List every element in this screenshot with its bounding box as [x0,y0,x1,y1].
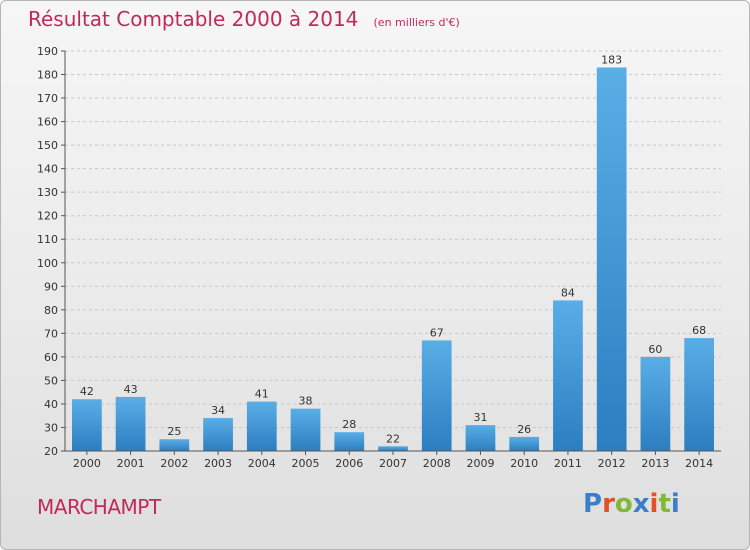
y-tick-label: 180 [37,69,58,82]
bar [421,340,452,451]
data-label: 26 [517,423,531,436]
logo-letter: x [632,489,650,519]
data-label: 60 [648,343,662,356]
data-label: 84 [561,286,575,299]
y-tick-label: 100 [37,257,58,270]
y-tick-label: 20 [44,445,58,458]
data-label: 68 [692,324,706,337]
chart-title: Résultat Comptable 2000 à 2014 [28,7,359,31]
y-tick-label: 60 [44,351,58,364]
x-tick-label: 2008 [423,457,451,470]
y-tick-label: 80 [44,304,58,317]
x-tick-label: 2001 [117,457,145,470]
bar [509,436,540,451]
data-label: 25 [167,425,181,438]
logo-letter: P [583,489,603,519]
chart-subtitle: (en milliers d'€) [373,16,460,29]
y-tick-label: 90 [44,280,58,293]
x-tick-label: 2002 [160,457,188,470]
data-label: 42 [80,385,94,398]
logo-letter: i [649,489,659,519]
y-tick-label: 140 [37,163,58,176]
bar [115,396,146,451]
data-label: 67 [430,326,444,339]
bar [640,356,671,451]
x-tick-label: 2003 [204,457,232,470]
x-tick-label: 2014 [685,457,713,470]
y-tick-label: 30 [44,421,58,434]
data-label: 43 [124,383,138,396]
y-tick-label: 170 [37,92,58,105]
x-tick-label: 2000 [73,457,101,470]
y-tick-label: 150 [37,139,58,152]
data-label: 22 [386,432,400,445]
logo-letter: r [602,489,615,519]
x-tick-label: 2004 [248,457,276,470]
data-label: 41 [255,388,269,401]
x-tick-label: 2010 [510,457,538,470]
bar [553,300,583,451]
bar [684,338,715,451]
bar [596,67,627,452]
bars-layer: 42 43 25 34 41 38 28 22 67 31 26 84 183 60 68 [71,53,715,452]
bar [203,418,233,451]
x-tick-label: 2007 [379,457,407,470]
y-tick-label: 110 [37,233,58,246]
bar [71,399,102,451]
x-tick-label: 2005 [292,457,320,470]
bar [378,446,408,451]
data-label: 28 [342,418,356,431]
y-tick-label: 50 [44,374,58,387]
bar [159,439,190,451]
bar [290,408,321,451]
y-tick-label: 190 [37,45,58,58]
x-tick-label: 2009 [466,457,494,470]
x-tick-label: 2006 [335,457,363,470]
data-label: 183 [601,53,622,66]
commune-name: MARCHAMPT [37,495,161,519]
y-tick-label: 130 [37,186,58,199]
bar [334,432,365,451]
y-tick-label: 120 [37,210,58,223]
data-label: 38 [299,395,313,408]
y-tick-label: 160 [37,116,58,129]
bar [246,401,277,451]
x-tick-label: 2012 [598,457,626,470]
logo-letter: t [658,489,671,519]
logo-letter: i [670,489,680,519]
y-tick-label: 70 [44,327,58,340]
axis-layer: 20 30 40 50 60 70 80 90 100 110 120 130 140 150 160 170… [37,45,721,470]
proxiti-logo[interactable]: Proxiti [583,489,680,519]
y-tick-label: 40 [44,398,58,411]
data-label: 34 [211,404,225,417]
bar [465,425,496,451]
logo-letter: o [614,489,633,519]
x-tick-label: 2011 [554,457,582,470]
title-row: Résultat Comptable 2000 à 2014 (en milli… [28,7,460,31]
data-label: 31 [473,411,487,424]
x-tick-label: 2013 [641,457,669,470]
